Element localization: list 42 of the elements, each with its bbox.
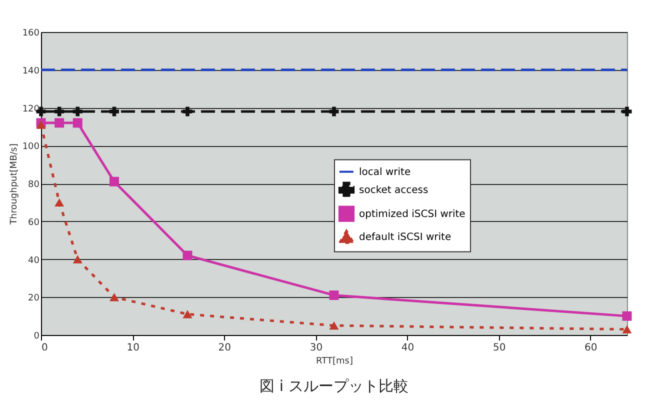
y-tick-label: 160 — [22, 28, 40, 38]
x-tick-label: 60 — [584, 342, 598, 354]
legend-label: socket access — [359, 184, 428, 196]
point — [54, 198, 64, 207]
y-tick-label: 100 — [22, 142, 40, 152]
point — [110, 293, 119, 302]
point — [182, 106, 192, 116]
y-tick-label: 120 — [22, 104, 40, 114]
point — [182, 250, 192, 260]
y-tick-label: 0 — [34, 332, 40, 342]
y-tick-label: 40 — [28, 256, 40, 266]
point — [110, 106, 119, 116]
point — [622, 311, 632, 321]
y-tick-label: 20 — [28, 294, 40, 304]
legend-label: default iSCSI write — [359, 232, 452, 243]
y-tick-label: 80 — [28, 180, 40, 190]
point — [182, 310, 192, 318]
x-tick-label: 20 — [218, 342, 231, 354]
point — [72, 255, 82, 264]
point — [72, 106, 82, 116]
text: 図 i スループット比較 — [260, 377, 408, 395]
point — [72, 118, 82, 128]
y-tick-label: 60 — [28, 218, 40, 228]
x-tick-label: 30 — [310, 342, 323, 354]
x-tick-label: 0 — [42, 342, 48, 354]
y-axis-title: Throughput[MB/s] — [9, 144, 20, 226]
legend-label: optimized iSCSI write — [359, 208, 466, 220]
point — [329, 321, 339, 330]
point — [622, 106, 632, 116]
x-axis-title: RTT[ms] — [316, 356, 353, 366]
point — [36, 120, 46, 129]
legend-label: local write — [359, 166, 411, 178]
x-tick-label: 40 — [401, 342, 414, 354]
point — [54, 118, 64, 128]
point — [54, 106, 64, 116]
point — [329, 106, 339, 116]
x-tick-label: 50 — [492, 342, 506, 354]
x-tick-label: 10 — [126, 342, 140, 354]
point — [622, 325, 632, 334]
point — [110, 176, 119, 186]
point — [329, 290, 339, 300]
y-tick-label: 140 — [22, 66, 40, 76]
